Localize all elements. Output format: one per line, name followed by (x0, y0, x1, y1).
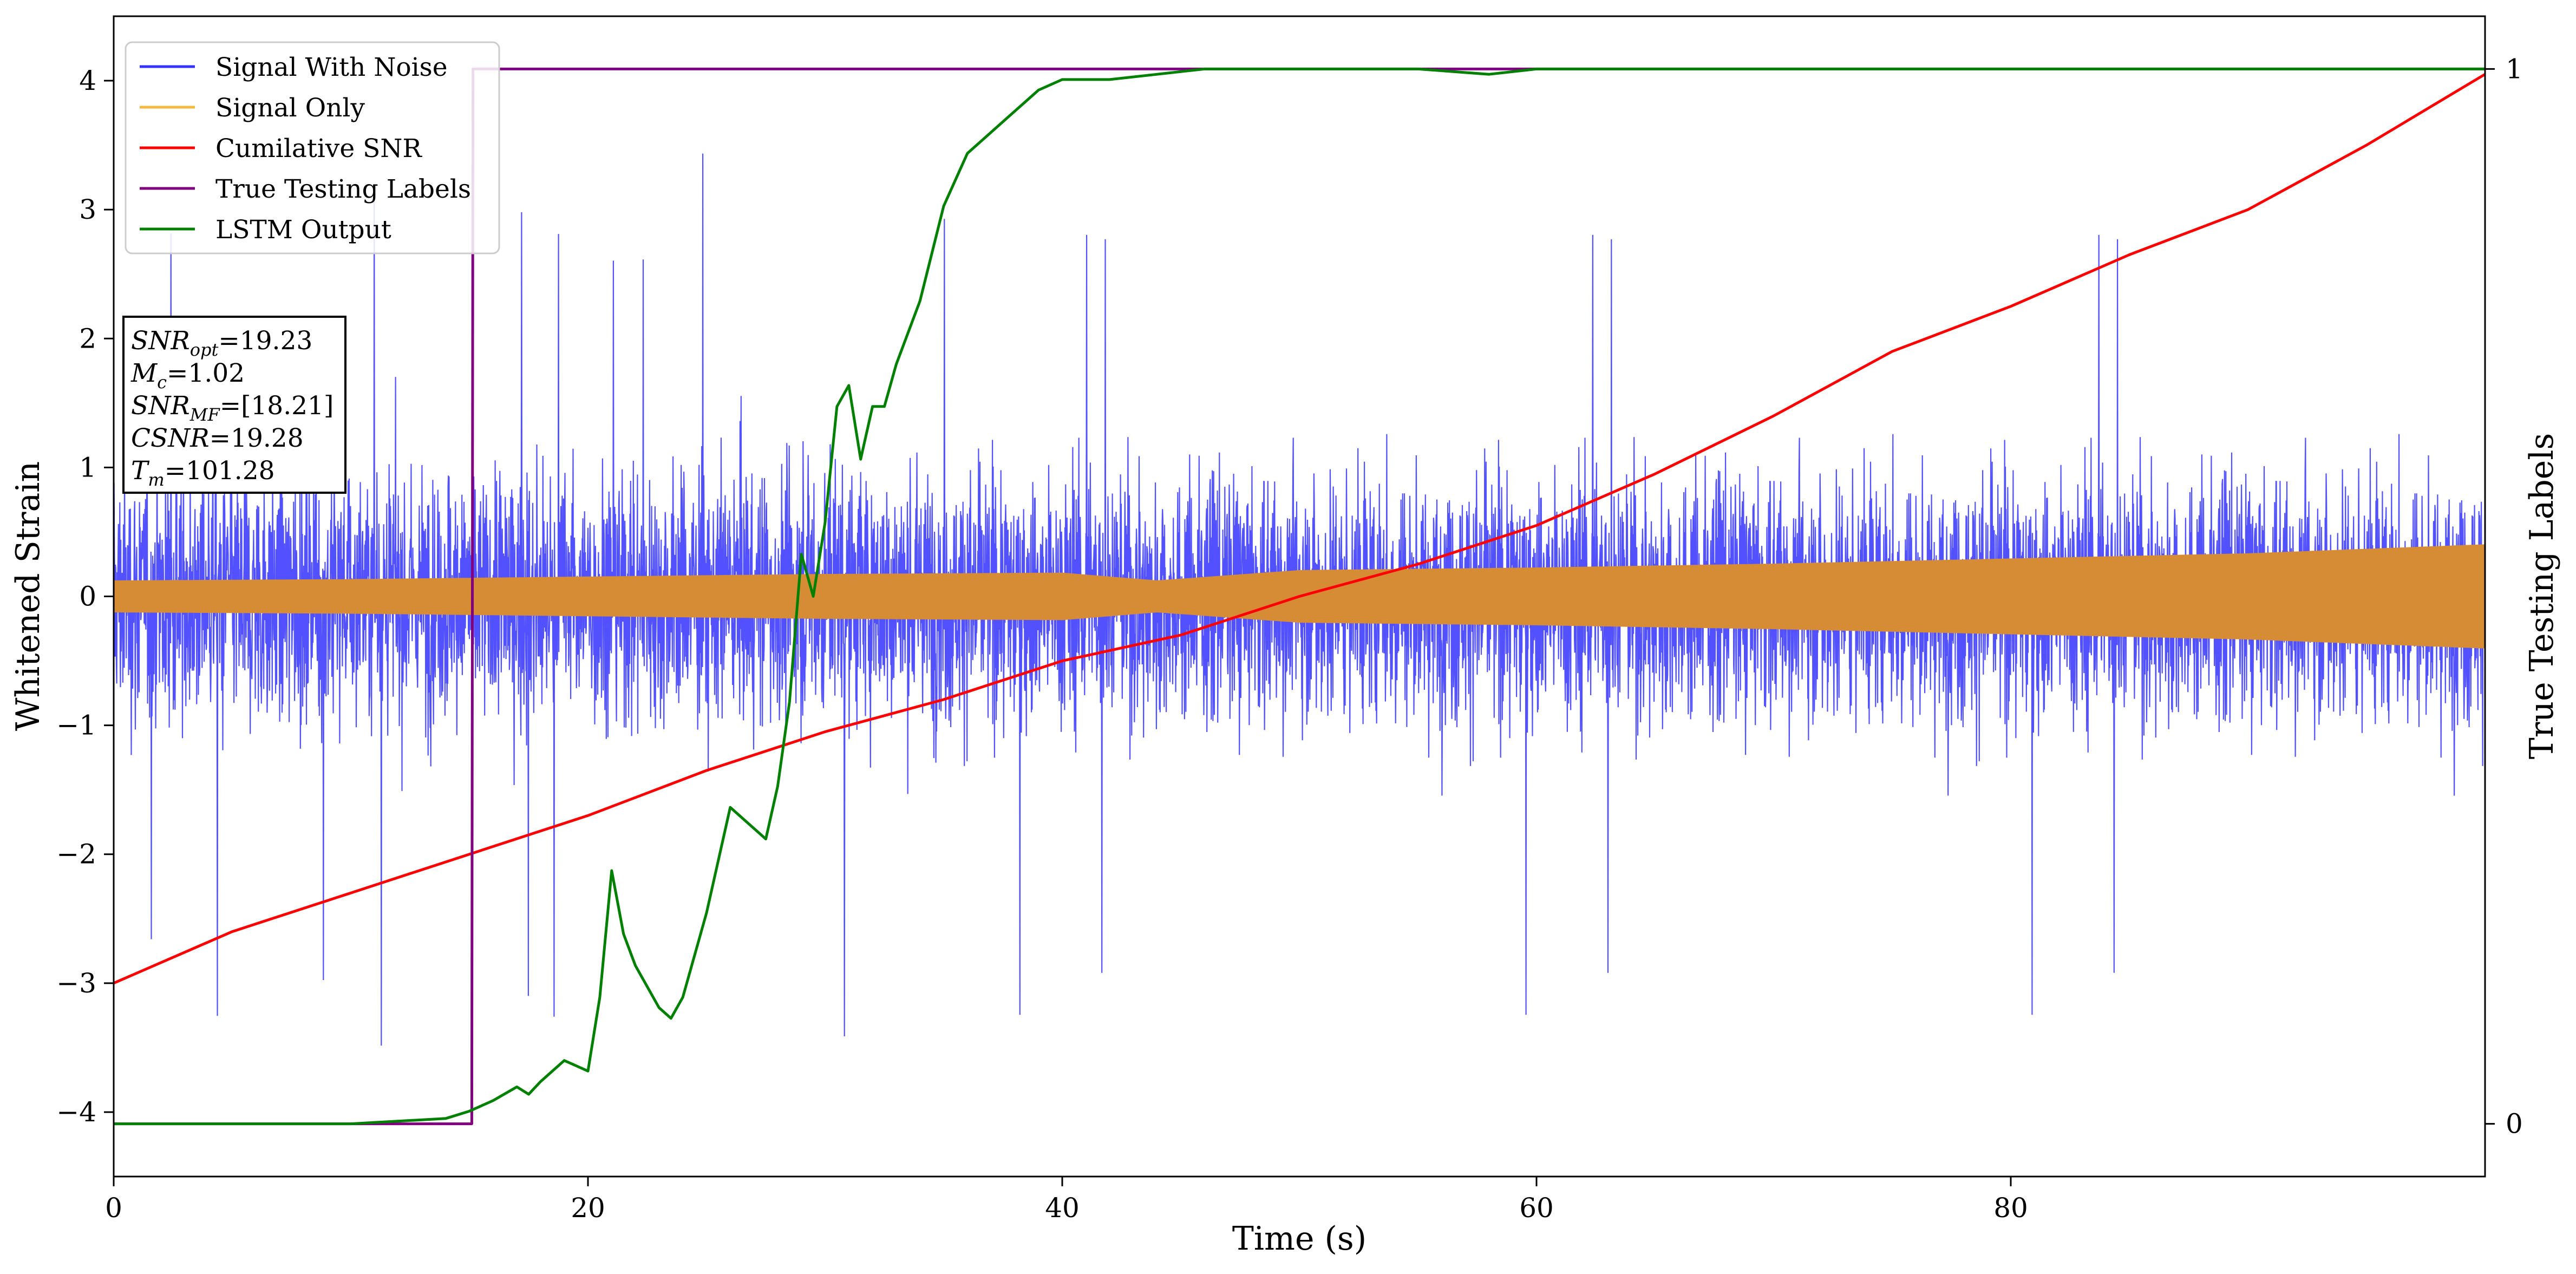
y-right-tick-label: 1 (2506, 53, 2523, 84)
y-right-tick-label: 0 (2506, 1108, 2523, 1140)
legend-label-signal-with-noise: Signal With Noise (215, 53, 448, 82)
annotation-csnr: CSNR=19.28 (131, 423, 304, 453)
annotation-frame (122, 316, 346, 494)
parameter-annotation-box: SNRopt=19.23 Mc=1.02 SNRMF=[18.21] CSNR=… (122, 316, 346, 494)
y-left-tick-label: −2 (56, 839, 96, 870)
x-tick-label: 0 (105, 1192, 122, 1224)
y-axis-right-label: True Testing Labels (2523, 433, 2561, 760)
annotation-mc: Mc=1.02 (130, 358, 245, 393)
x-tick-label: 80 (1993, 1192, 2028, 1224)
line-series-layer (113, 67, 2486, 1126)
legend-label-signal-only: Signal Only (215, 93, 365, 123)
series-cumilative-snr (113, 73, 2486, 985)
y-left-tick-label: −3 (56, 968, 96, 999)
legend-label-cumilative-snr: Cumilative SNR (215, 134, 422, 164)
legend: Signal With Noise Signal Only Cumilative… (125, 41, 500, 254)
y-left-tick-label: −4 (56, 1096, 96, 1128)
annotation-snr-mf: SNRMF=[18.21] (131, 391, 334, 425)
legend-label-lstm-output: LSTM Output (215, 215, 391, 245)
legend-label-true-testing-labels: True Testing Labels (215, 174, 471, 204)
annotation-tm: Tm=101.28 (131, 456, 275, 490)
x-tick-label: 20 (571, 1192, 605, 1224)
y-left-tick-label: 4 (79, 65, 96, 96)
legend-box (125, 41, 500, 254)
x-axis-label: Time (s) (1232, 1220, 1367, 1258)
series-lstm-output (114, 67, 2485, 1126)
y-left-tick-label: 2 (79, 323, 96, 354)
y-left-tick-label: 1 (79, 452, 96, 483)
x-tick-label: 60 (1519, 1192, 1554, 1224)
y-axis-left-label: Whitened Strain (9, 461, 47, 731)
y-left-tick-label: 0 (79, 581, 96, 612)
y-left-tick-label: 3 (79, 194, 96, 225)
annotation-snr-opt: SNRopt=19.23 (131, 326, 312, 360)
x-tick-label: 40 (1045, 1192, 1080, 1224)
y-left-tick-label: −1 (56, 710, 96, 741)
